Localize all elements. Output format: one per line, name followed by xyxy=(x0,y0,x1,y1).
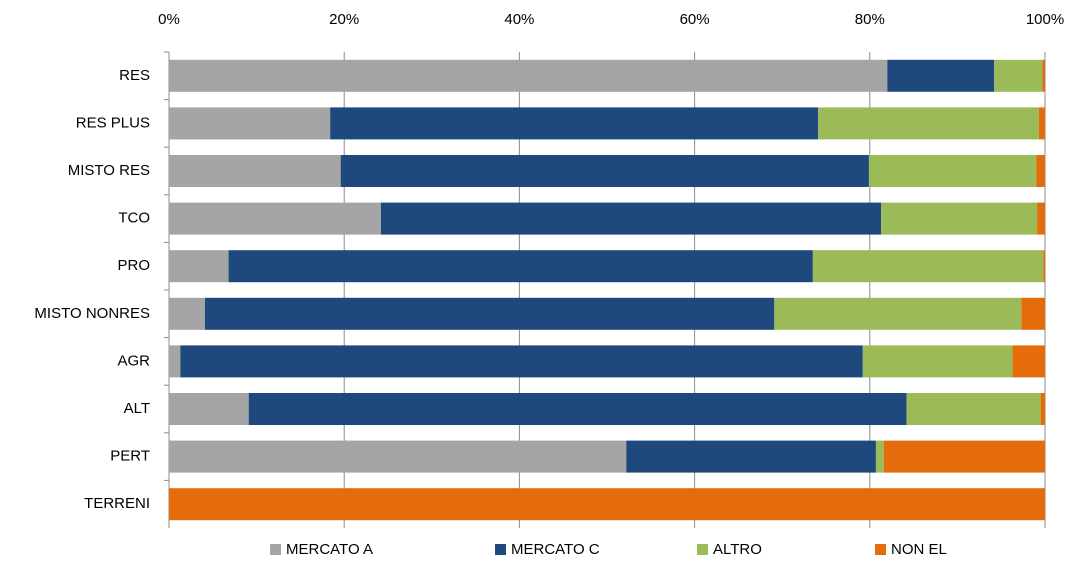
bar-segment xyxy=(380,202,882,235)
bar-segment xyxy=(881,202,1038,235)
bar-segment xyxy=(169,59,888,92)
legend-swatch xyxy=(697,544,708,555)
bar-segment xyxy=(169,440,627,473)
bar-segment xyxy=(1012,345,1045,378)
legend-label: MERCATO C xyxy=(511,541,600,558)
bar-segment xyxy=(626,440,876,473)
x-tick-label: 60% xyxy=(680,11,710,28)
bar-segment xyxy=(204,297,775,330)
x-tick-label: 0% xyxy=(158,11,180,28)
bar-segment xyxy=(1040,393,1045,425)
bar-segment xyxy=(1021,297,1045,330)
legend-swatch xyxy=(270,544,281,555)
bar-segment xyxy=(340,155,869,187)
bar-segment xyxy=(875,440,884,473)
bar-segment xyxy=(1042,59,1045,92)
y-tick-label: TERRENI xyxy=(84,495,150,512)
x-tick-label: 40% xyxy=(504,11,534,28)
bar-segment xyxy=(169,488,1045,521)
bar-segment xyxy=(169,345,181,378)
x-tick-label: 80% xyxy=(855,11,885,28)
y-tick-label: PERT xyxy=(110,448,150,465)
bar-segment xyxy=(330,107,819,140)
legend-label: NON EL xyxy=(891,541,947,558)
bar-segment xyxy=(169,107,331,140)
bar-segment xyxy=(169,202,381,235)
y-tick-label: ALT xyxy=(124,400,150,417)
bar-segment xyxy=(228,250,813,283)
bar-segment xyxy=(818,107,1039,140)
y-tick-label: RES PLUS xyxy=(76,114,150,131)
y-tick-label: MISTO RES xyxy=(68,162,150,179)
y-tick-label: MISTO NONRES xyxy=(34,305,150,322)
bar-segment xyxy=(1038,107,1045,140)
y-tick-label: AGR xyxy=(117,352,150,369)
bar-segment xyxy=(883,440,1045,473)
legend-swatch xyxy=(875,544,886,555)
y-tick-label: PRO xyxy=(117,257,150,274)
bar-segment xyxy=(774,297,1022,330)
bar-segment xyxy=(180,345,863,378)
bar-segment xyxy=(1037,202,1045,235)
y-tick-label: RES xyxy=(119,67,150,84)
bar-segment xyxy=(169,393,249,425)
legend-swatch xyxy=(495,544,506,555)
bar-segment xyxy=(1043,250,1045,283)
bar-segment xyxy=(812,250,1044,283)
bar-segment xyxy=(994,59,1043,92)
bar-segment xyxy=(1036,155,1045,187)
bar-segment xyxy=(868,155,1037,187)
legend-label: MERCATO A xyxy=(286,541,373,558)
legend-label: ALTRO xyxy=(713,541,762,558)
x-tick-label: 20% xyxy=(329,11,359,28)
y-tick-label: TCO xyxy=(118,210,150,227)
bar-segment xyxy=(887,59,995,92)
bar-segment xyxy=(169,297,205,330)
bar-segment xyxy=(862,345,1013,378)
bar-segment xyxy=(169,155,341,187)
x-tick-label: 100% xyxy=(1026,11,1064,28)
bar-segment xyxy=(906,393,1041,425)
bar-segment xyxy=(169,250,229,283)
bar-segment xyxy=(248,393,907,425)
